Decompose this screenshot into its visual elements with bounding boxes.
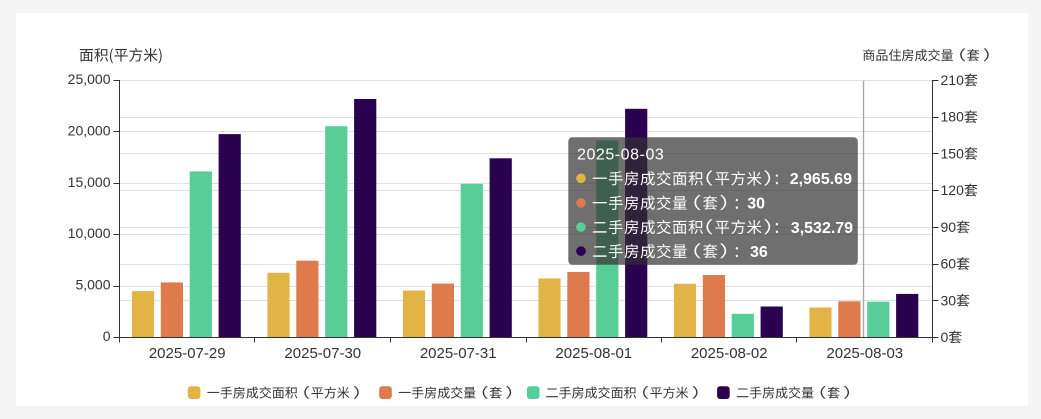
svg-text:2025-07-29: 2025-07-29 xyxy=(149,345,226,362)
svg-text:2025-07-30: 2025-07-30 xyxy=(284,345,361,362)
svg-text:0: 0 xyxy=(941,329,949,345)
svg-text:2025-08-03: 2025-08-03 xyxy=(826,345,903,362)
svg-text:2,965.69: 2,965.69 xyxy=(790,171,852,188)
svg-text:60: 60 xyxy=(941,256,957,272)
svg-text:30: 30 xyxy=(941,292,957,308)
svg-text:2025-08-03: 2025-08-03 xyxy=(577,147,664,164)
svg-text:180: 180 xyxy=(941,109,965,125)
svg-text:2025-07-31: 2025-07-31 xyxy=(420,345,497,362)
svg-text:2025-08-02: 2025-08-02 xyxy=(691,345,768,362)
svg-text:15,000: 15,000 xyxy=(68,174,111,190)
svg-text:20,000: 20,000 xyxy=(68,122,111,138)
svg-text:36: 36 xyxy=(750,244,768,261)
svg-text:3,532.79: 3,532.79 xyxy=(791,220,853,237)
svg-text:0: 0 xyxy=(103,328,111,344)
svg-text:120: 120 xyxy=(941,182,965,198)
svg-text:30: 30 xyxy=(747,196,765,213)
svg-text:25,000: 25,000 xyxy=(68,71,111,87)
svg-text:150: 150 xyxy=(941,145,965,161)
svg-text:10,000: 10,000 xyxy=(68,225,111,241)
svg-text:90: 90 xyxy=(941,219,957,235)
svg-text:2025-08-01: 2025-08-01 xyxy=(555,345,632,362)
svg-text:5,000: 5,000 xyxy=(75,277,110,293)
svg-text:210: 210 xyxy=(941,72,965,88)
